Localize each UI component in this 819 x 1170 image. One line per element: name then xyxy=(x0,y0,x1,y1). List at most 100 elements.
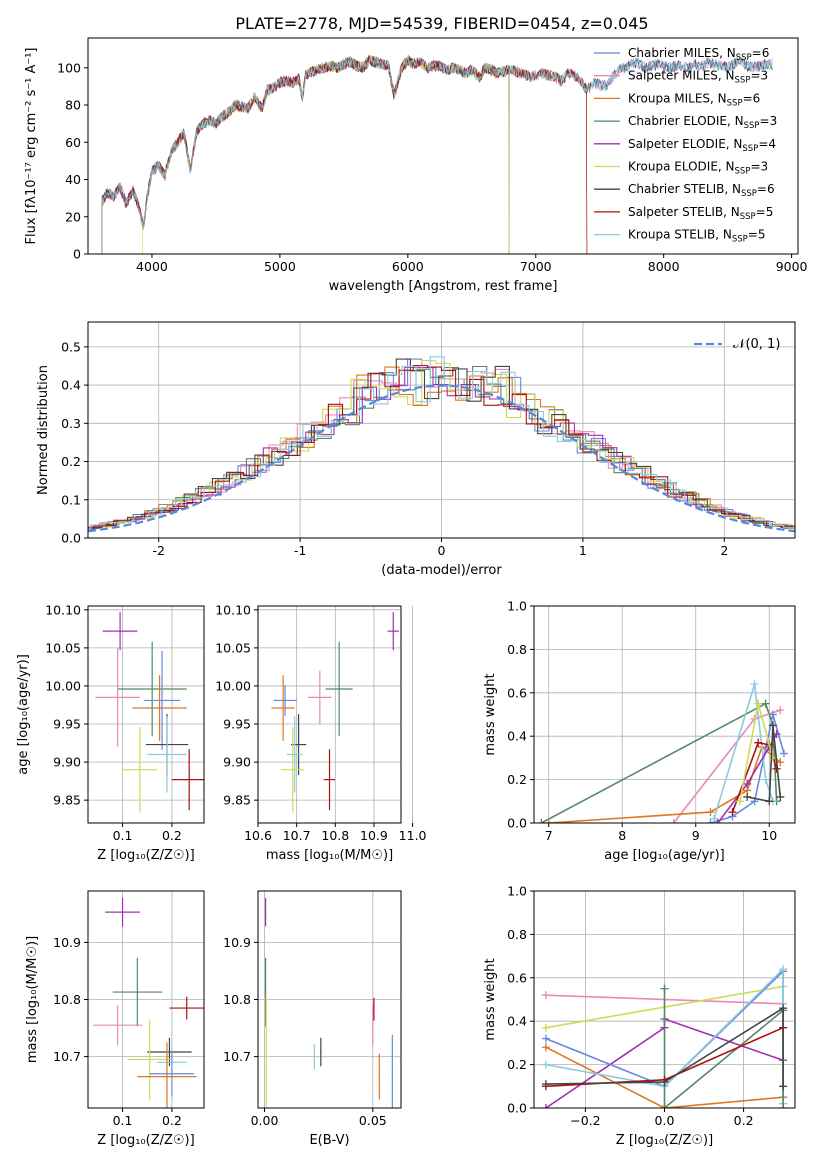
x-tick-label: 4000 xyxy=(136,259,168,274)
legend-label-normal: 𝒩(0, 1) xyxy=(733,337,780,352)
weight-marker xyxy=(660,1104,669,1108)
y-tick-label: 9.90 xyxy=(223,755,251,770)
plot-area xyxy=(101,54,773,254)
legend-entry: Chabrier MILES, NSSP=6 xyxy=(628,46,769,63)
weight-marker xyxy=(544,819,553,823)
y-tick-label: 10.9 xyxy=(223,935,251,950)
weight-marker xyxy=(706,808,715,817)
x-tick-label: 0.05 xyxy=(359,1113,387,1128)
x-tick-label: 7 xyxy=(545,828,553,843)
errorbar-point-chabrier-elodie xyxy=(264,957,267,1027)
axes-frame xyxy=(87,605,205,824)
y-tick-label: 0.0 xyxy=(507,816,527,831)
x-tick-label: 1 xyxy=(579,543,587,558)
y-tick-label: 0.8 xyxy=(507,642,527,657)
chart-mass_vs_ebv: 0.00 0.05 10.7 10.8 10.9 E(B-V) xyxy=(223,890,402,1148)
x-tick-label: 0.1 xyxy=(113,1113,133,1128)
errorbar-point-salpeter-stelib xyxy=(171,749,204,811)
plot-area xyxy=(271,612,400,813)
y-tick-label: 0.5 xyxy=(61,339,81,354)
y-tick-label: 0.2 xyxy=(61,454,81,469)
legend-label: Salpeter MILES, N xyxy=(628,69,735,83)
legend-nssp: 6 xyxy=(753,91,761,105)
legend-label: Kroupa ELODIE, N xyxy=(628,160,735,174)
errorbar-point-salpeter-miles xyxy=(92,1005,143,1046)
weight-marker xyxy=(713,819,722,823)
legend-value: = xyxy=(758,137,768,151)
plot-area xyxy=(264,897,393,1108)
x-tick-label: 9 xyxy=(692,828,700,843)
legend-entry: Kroupa ELODIE, NSSP=3 xyxy=(628,160,768,177)
weight-marker xyxy=(768,721,777,730)
errorbar-point-salpeter-miles xyxy=(308,670,332,725)
spectrum-line-chabrier-elodie xyxy=(101,56,510,254)
errorbar-point-salpeter-elodie xyxy=(387,612,400,651)
y-tick-label: 20 xyxy=(65,209,81,224)
errorbar-point-salpeter-elodie xyxy=(264,897,267,927)
legend-value: = xyxy=(743,91,753,105)
legend-subscript: SSP xyxy=(740,212,756,222)
errorbar-point-chabrier-elodie xyxy=(117,641,187,737)
spectrum-line-salpeter-stelib xyxy=(101,55,588,254)
figure-title: PLATE=2778, MJD=54539, FIBERID=0454, z=0… xyxy=(235,14,648,33)
weight-marker xyxy=(541,1023,550,1032)
y-tick-label: 0.6 xyxy=(507,970,527,985)
spectrum-line-salpeter-elodie xyxy=(101,55,510,254)
legend-subscript: SSP xyxy=(727,98,743,108)
y-tick-label: 40 xyxy=(65,172,81,187)
x-tick-label: 10.7 xyxy=(283,828,311,843)
x-tick-label: 0.1 xyxy=(113,828,133,843)
legend-entry: Chabrier ELODIE, NSSP=3 xyxy=(628,114,777,131)
legend-label: Salpeter ELODIE, N xyxy=(628,137,742,151)
y-tick-label: 0.2 xyxy=(507,772,527,787)
weight-marker xyxy=(541,1080,550,1089)
errorbar-point-chabrier-stelib xyxy=(147,1037,192,1067)
weight-marker xyxy=(768,710,777,719)
legend-value: = xyxy=(756,205,766,219)
y-tick-label: 0.3 xyxy=(61,416,81,431)
weight-marker xyxy=(761,699,770,708)
x-axis-label: Z [log₁₀(Z/Z☉)] xyxy=(97,1133,194,1148)
legend-entry: Kroupa STELIB, NSSP=5 xyxy=(628,228,766,245)
y-axis-label: Normed distribution xyxy=(36,365,51,495)
x-tick-label: 2 xyxy=(720,543,728,558)
legend-entry: Salpeter STELIB, NSSP=5 xyxy=(628,205,773,222)
x-axis-label: E(B-V) xyxy=(309,1133,349,1148)
y-tick-label: 10.00 xyxy=(215,678,251,693)
chart-weight_vs_age: 7 8 9 10 0.0 0.2 0.4 0.6 0.8 1.0 age [log₁₀(age/yr… xyxy=(483,599,796,863)
legend-entry: Chabrier STELIB, NSSP=6 xyxy=(628,182,775,199)
spectrum-line-chabrier-stelib xyxy=(101,55,773,254)
weight-marker xyxy=(541,1043,550,1052)
x-tick-label: 0 xyxy=(438,543,446,558)
errorbar-point-chabrier-miles xyxy=(149,1050,195,1097)
spectrum-line-kroupa-elodie xyxy=(142,54,510,254)
legend-subscript: SSP xyxy=(732,235,748,245)
weight-marker xyxy=(765,797,774,806)
x-tick-label: 0.2 xyxy=(162,1113,182,1128)
errorbar-point-kroupa-stelib xyxy=(286,716,303,793)
x-tick-label: 7000 xyxy=(520,259,552,274)
y-axis-label: mass weight xyxy=(483,958,498,1040)
weight-marker xyxy=(779,1082,788,1091)
legend-value: = xyxy=(750,69,760,83)
legend-value: = xyxy=(752,46,762,60)
legend-value: = xyxy=(750,160,760,174)
spectrum-line-kroupa-miles xyxy=(101,54,588,254)
y-tick-label: 9.90 xyxy=(53,755,81,770)
y-tick-label: 0.6 xyxy=(507,685,527,700)
errorbar-point-salpeter-elodie xyxy=(105,897,140,927)
weight-marker xyxy=(743,779,752,788)
weight-line xyxy=(541,702,778,823)
x-tick-label: 10 xyxy=(761,828,777,843)
weight-marker xyxy=(541,991,550,1000)
chart-age_vs_mass: 10.6 10.7 10.8 10.9 11.0 9.85 9.90 9.95 10.00 10.… xyxy=(215,602,426,863)
legend-value: = xyxy=(757,182,767,196)
legend-nssp: 3 xyxy=(761,69,769,83)
chart-residuals: -2 -1 0 1 2 0.0 0.1 0.2 0.3 0.4 0.5 (data-model)/er… xyxy=(36,321,796,578)
weight-marker xyxy=(541,1034,550,1043)
x-tick-label: 8 xyxy=(618,828,626,843)
x-tick-label: 0.0 xyxy=(655,1113,675,1128)
weight-marker xyxy=(779,1004,788,1013)
legend-nssp: 3 xyxy=(761,160,769,174)
